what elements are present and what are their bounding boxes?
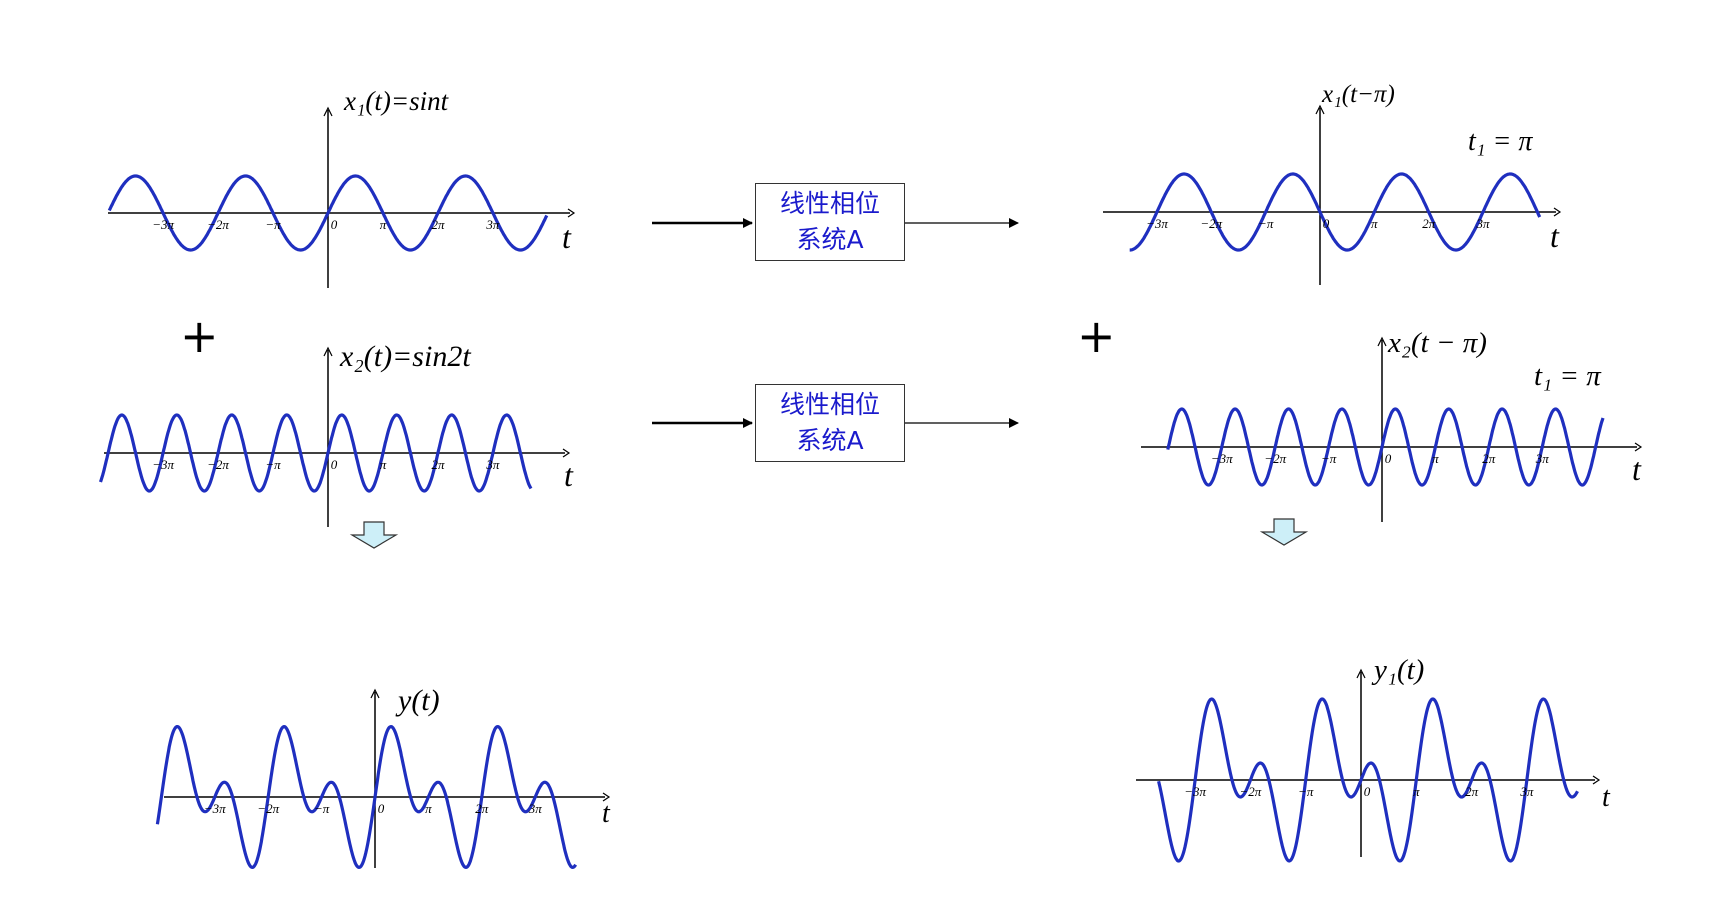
x1s-axis-label: t (1550, 218, 1560, 254)
x2s-tick-label: −π (1321, 451, 1337, 466)
x2s-tick-label: 3π (1535, 451, 1550, 466)
linear-phase-system-box-bottom: 线性相位 系统A (755, 384, 905, 462)
x2s-curve-label: x₂(t − π) (1387, 327, 1487, 359)
system-box-top-line1: 线性相位 (779, 189, 880, 218)
x1-tick-labels: −3π −2π −π 0 π 2π 3π (152, 217, 500, 232)
x1s-tick-label: 2π (1422, 216, 1436, 231)
x2-tick-labels: −3π −2π −π 0 π 2π 3π (152, 457, 500, 472)
y1-waveform (1157, 697, 1579, 863)
x2s-tick-label: −3π (1211, 451, 1233, 466)
y1-tick-label: π (1413, 784, 1420, 799)
x1-tick-label: −2π (207, 217, 229, 232)
y1-tick-labels: −3π −2π −π 0 π 2π 3π (1184, 784, 1534, 799)
system-box-bottom-line1: 线性相位 (779, 390, 880, 419)
x2s-axis-label: t (1632, 451, 1642, 487)
y1-tick-label: −π (1298, 784, 1314, 799)
x2-tick-label: 2π (431, 457, 445, 472)
x1s-tick-label: −π (1258, 216, 1274, 231)
x1s-waveform (1129, 172, 1542, 252)
x2-tick-label: 0 (331, 457, 338, 472)
y1-tick-label: 2π (1465, 784, 1479, 799)
graph-x2: −3π −2π −π 0 π 2π 3π t x₂(t)=sin2t (98, 340, 574, 527)
y1-tick-label: −3π (1184, 784, 1206, 799)
y1-tick-label: −2π (1240, 784, 1262, 799)
graph-x1-shifted: −3π −2π −π 0 π 2π 3π t x₁(t−π) t₁ = π (1103, 81, 1562, 285)
y-waveform (155, 724, 577, 870)
x1-axis-label: t (562, 219, 572, 255)
x1-tick-label: π (380, 217, 387, 232)
plus-sign-right: + (1077, 309, 1116, 363)
y-tick-label: 0 (378, 801, 385, 816)
x2-tick-label: −π (265, 457, 281, 472)
x1s-tick-labels: −3π −2π −π 0 π 2π 3π (1146, 216, 1490, 231)
x1-tick-label: 0 (331, 217, 338, 232)
x1s-tick-label: 3π (1475, 216, 1490, 231)
down-arrow-right (1259, 518, 1309, 546)
x2s-waveform (1166, 407, 1605, 487)
system-box-bottom-line2: 系统A (796, 426, 864, 455)
y-tick-label: 2π (475, 801, 489, 816)
x2s-tick-label: −2π (1264, 451, 1286, 466)
graph-y1: −3π −2π −π 0 π 2π 3π t y₁(t) (1136, 654, 1611, 863)
x1s-tick-label: −3π (1146, 216, 1168, 231)
system-box-top-line2: 系统A (796, 225, 864, 254)
y1-tick-label: 3π (1519, 784, 1534, 799)
graph-x2-shifted: −3π −2π −π 0 π 2π 3π t x₂(t − π) t₁ = π (1141, 327, 1643, 522)
x1s-shift-note: t₁ = π (1468, 126, 1533, 157)
x1s-tick-label: 0 (1323, 216, 1330, 231)
x2s-shift-note: t₁ = π (1534, 360, 1602, 392)
plus-sign-left: + (180, 309, 219, 363)
x2-tick-label: 3π (485, 457, 500, 472)
x2-axis-label: t (564, 457, 574, 493)
y1-tick-label: 0 (1364, 784, 1371, 799)
x1-tick-label: −3π (152, 217, 174, 232)
x2s-tick-label: π (1432, 451, 1439, 466)
y-tick-label: −π (314, 801, 330, 816)
y-tick-label: π (425, 801, 432, 816)
x1-tick-label: −π (265, 217, 281, 232)
linear-phase-system-box-top: 线性相位 系统A (755, 183, 905, 261)
x2-tick-label: π (380, 457, 387, 472)
x1-curve-label: x₁(t)=sint (343, 86, 450, 116)
x1-waveform (107, 174, 549, 252)
down-arrow-left (349, 521, 399, 549)
x2-curve-label: x₂(t)=sin2t (339, 340, 471, 373)
x2s-tick-labels: −3π −2π −π 0 π 2π 3π (1211, 451, 1549, 466)
x2s-tick-label: 2π (1482, 451, 1496, 466)
graph-y: −3π −2π −π 0 π 2π 3π t y(t) (155, 684, 611, 870)
x2-tick-label: −2π (207, 457, 229, 472)
y-axis-label: t (602, 798, 611, 829)
x2-waveform (98, 413, 533, 493)
y-tick-label: 3π (528, 801, 543, 816)
x2-tick-label: −3π (152, 457, 174, 472)
y-curve-label: y(t) (395, 684, 440, 717)
x1s-tick-label: −2π (1200, 216, 1222, 231)
x1-tick-label: 3π (485, 217, 500, 232)
x1s-tick-label: π (1371, 216, 1378, 231)
x1-tick-label: 2π (431, 217, 445, 232)
y-tick-labels: −3π −2π −π 0 π 2π 3π (204, 801, 542, 816)
y-tick-label: −3π (204, 801, 226, 816)
x2s-tick-label: 0 (1385, 451, 1392, 466)
y-tick-label: −2π (257, 801, 279, 816)
y1-curve-label: y₁(t) (1371, 654, 1424, 686)
y1-axis-label: t (1602, 782, 1611, 813)
x1s-curve-label: x₁(t−π) (1321, 81, 1395, 108)
graph-x1: −3π −2π −π 0 π 2π 3π t x₁(t)=sint (107, 86, 576, 288)
